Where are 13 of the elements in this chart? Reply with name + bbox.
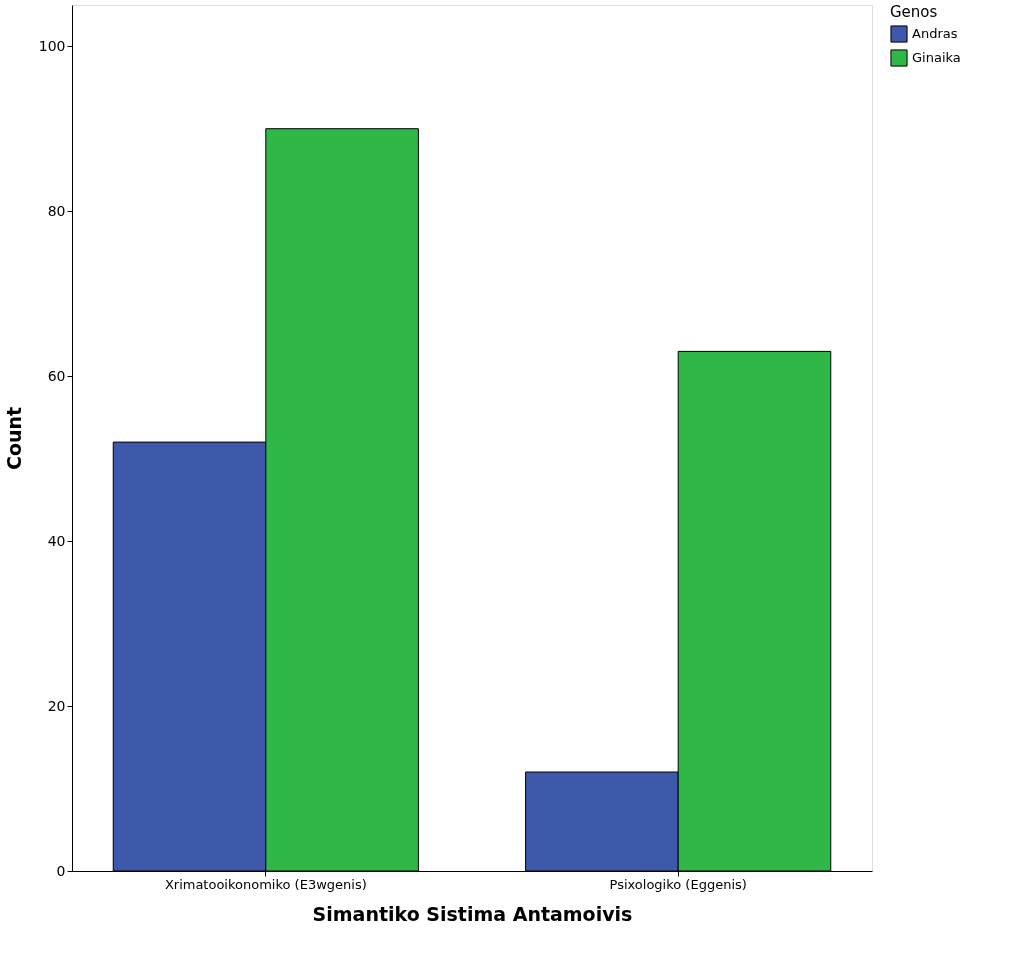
x-tick-label: Xrimatooikonomiko (E3wgenis) — [164, 876, 367, 892]
y-axis-title: Count — [2, 406, 25, 471]
y-tick-label: 0 — [56, 862, 66, 879]
legend-label: Ginaika — [912, 50, 961, 65]
x-tick-label: Psixologiko (Eggenis) — [609, 876, 747, 892]
legend-title: Genos — [890, 3, 938, 21]
legend-label: Andras — [912, 26, 958, 41]
y-tick-label: 100 — [38, 37, 66, 54]
y-tick-label: 80 — [47, 202, 66, 219]
y-tick-label: 20 — [47, 697, 66, 714]
y-tick-label: 40 — [47, 532, 66, 549]
x-axis-title: Simantiko Sistima Antamoivis — [312, 902, 633, 925]
y-tick-label: 60 — [47, 367, 66, 384]
